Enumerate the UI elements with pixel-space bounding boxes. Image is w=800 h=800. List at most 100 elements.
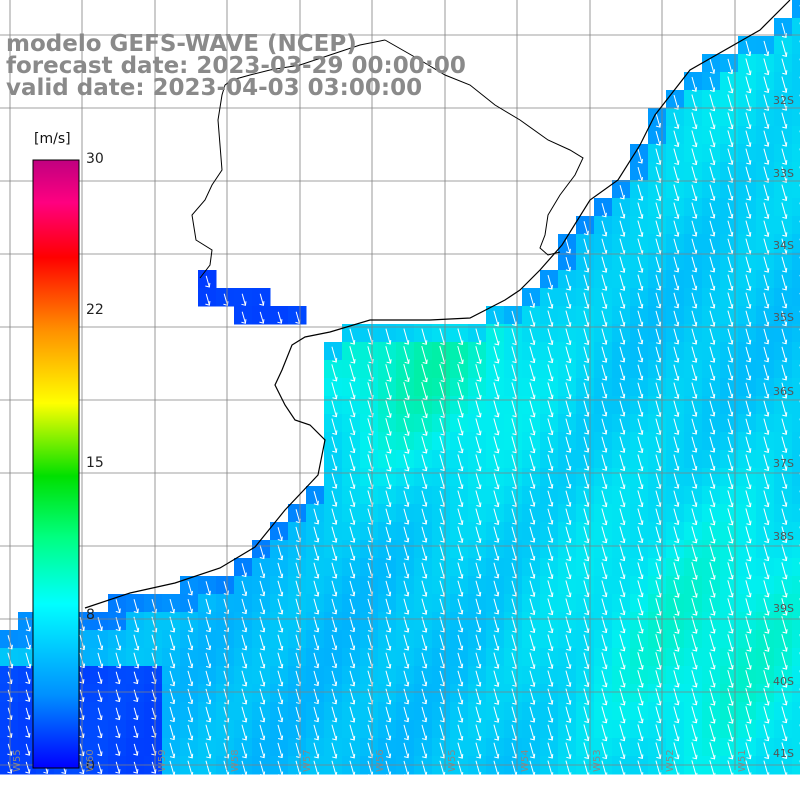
wind-arrow: [763, 184, 770, 201]
wind-arrow: [619, 742, 626, 760]
wind-arrow: [781, 310, 788, 327]
wind-arrow: [385, 706, 392, 723]
wind-arrow: [583, 508, 590, 526]
wind-arrow: [709, 706, 716, 724]
wind-arrow: [313, 544, 320, 561]
wind-arrow: [403, 562, 410, 579]
wind-arrow: [709, 724, 716, 742]
wind-arrow: [277, 760, 284, 777]
wind-arrow: [781, 292, 788, 309]
wind-arrow: [187, 599, 193, 614]
wind-arrow: [619, 292, 626, 309]
wind-arrow: [493, 742, 500, 759]
wind-arrow: [691, 580, 698, 598]
wind-arrow: [763, 76, 770, 94]
wind-arrow: [403, 670, 410, 687]
wind-arrow: [691, 760, 698, 778]
wind-arrow: [565, 598, 572, 616]
wind-arrow: [565, 706, 572, 723]
wind-arrow: [763, 508, 770, 526]
wind-arrow: [115, 743, 121, 756]
wind-arrow: [601, 292, 608, 309]
wind-arrow: [349, 544, 356, 561]
wind-arrow: [169, 652, 176, 669]
wind-cell: [792, 414, 800, 433]
wind-arrow: [601, 400, 608, 417]
wind-arrow: [691, 688, 698, 706]
wind-arrow: [673, 148, 680, 166]
wind-arrow: [331, 544, 338, 561]
wind-arrow: [385, 382, 392, 400]
wind-arrow: [709, 490, 716, 508]
wind-arrow: [601, 310, 608, 327]
wind-arrow: [619, 310, 626, 327]
wind-arrow: [511, 724, 518, 741]
wind-arrow: [745, 292, 752, 309]
lat-lon-grid: [0, 0, 800, 770]
wind-arrow: [673, 760, 680, 778]
wind-arrow: [475, 706, 482, 723]
wind-arrow: [691, 742, 698, 760]
wind-arrow: [565, 670, 572, 687]
wind-arrow: [349, 364, 356, 382]
wind-arrow: [781, 472, 788, 489]
wind-arrow: [709, 256, 716, 273]
wind-arrow: [205, 742, 212, 759]
wind-arrow: [655, 400, 662, 417]
wind-arrow: [565, 364, 572, 382]
wind-arrow: [781, 706, 788, 724]
wind-arrow: [187, 634, 194, 651]
wind-arrow: [565, 310, 572, 327]
wind-arrow: [565, 274, 572, 291]
wind-arrow: [763, 706, 770, 724]
lat-label-41s: 41S: [773, 747, 794, 760]
wind-cell: [792, 684, 800, 703]
wind-arrow: [475, 544, 482, 561]
wind-cell: [792, 18, 800, 37]
wind-arrow: [385, 724, 392, 741]
wind-arrow: [511, 526, 518, 543]
wind-arrow: [475, 400, 482, 418]
wind-arrow: [439, 670, 446, 687]
wind-arrow: [349, 526, 356, 543]
wind-arrow: [691, 346, 698, 363]
wind-arrow: [529, 382, 536, 400]
wind-arrow: [331, 580, 338, 597]
wind-arrow: [583, 652, 590, 669]
wind-arrow: [385, 598, 392, 615]
wind-arrow: [637, 760, 644, 777]
wind-arrow: [493, 544, 500, 561]
wind-arrow: [547, 292, 554, 309]
wind-arrow: [133, 634, 140, 651]
wind-arrow: [493, 562, 500, 579]
wind-arrow: [745, 742, 752, 760]
wind-arrow: [97, 617, 103, 632]
wind-arrow: [457, 598, 464, 615]
wind-arrow: [655, 508, 662, 525]
wind-arrow: [727, 382, 734, 399]
wind-arrow: [457, 634, 464, 651]
wind-arrow: [763, 544, 770, 562]
wind-arrow: [673, 292, 680, 309]
wind-arrow: [169, 742, 176, 759]
wind-arrow: [709, 364, 716, 381]
wind-arrow: [223, 724, 230, 741]
wind-arrow: [547, 454, 554, 471]
wind-arrow: [745, 364, 752, 381]
wind-arrow: [403, 346, 410, 364]
wind-arrow: [745, 184, 752, 201]
wind-arrow: [133, 652, 140, 669]
wind-arrow: [331, 436, 338, 453]
wind-arrow: [637, 598, 644, 616]
wind-arrow: [691, 598, 698, 616]
wind-arrow: [223, 670, 230, 687]
wind-arrow: [493, 598, 500, 615]
uruguay-river-border: [191, 39, 386, 279]
wind-arrow: [601, 490, 608, 508]
wind-cell: [792, 252, 800, 271]
wind-arrow: [349, 580, 356, 597]
wind-arrow: [727, 130, 734, 148]
wind-arrow: [709, 688, 716, 706]
wind-arrow: [781, 436, 788, 453]
wind-arrow: [727, 310, 734, 327]
